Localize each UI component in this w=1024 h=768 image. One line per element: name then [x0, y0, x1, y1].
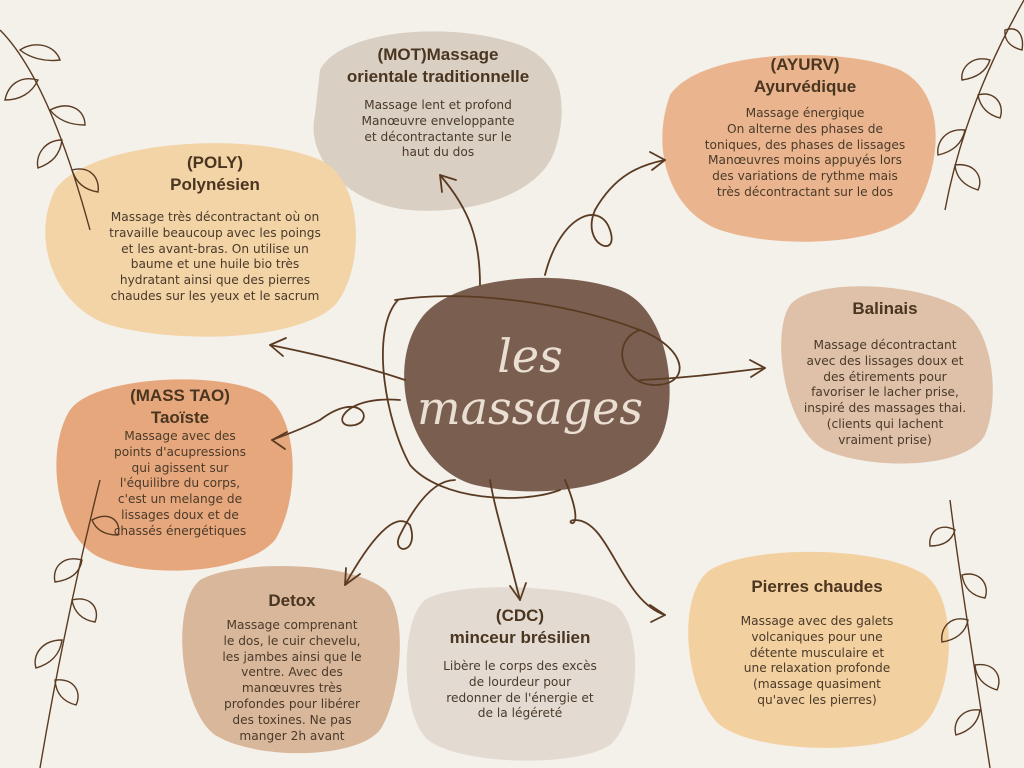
node-detox-desc-2: le dos, le cuir chevelu, — [223, 633, 361, 648]
node-cdc: (CDC) minceur brésilien Libère le corps … — [415, 605, 625, 722]
blob-poly — [45, 143, 356, 337]
node-pierres-desc-6: qu'avec les pierres) — [757, 692, 877, 707]
node-mot-desc-2: Manœuvre enveloppante — [361, 113, 515, 128]
node-cdc-title-line1: (CDC) — [495, 606, 545, 625]
node-ayurv-desc-6: très décontractant sur le dos — [716, 184, 894, 199]
node-tao: (MASS TAO) Taoïste Massage avec des poin… — [75, 385, 285, 540]
blob-mot — [313, 31, 562, 211]
node-detox-title: Detox — [268, 591, 316, 610]
blob-detox — [182, 566, 400, 754]
node-tao-desc-3: qui agissent sur — [131, 460, 229, 475]
node-balinais-desc-4: favoriser le lacher prise, — [811, 385, 959, 400]
node-cdc-desc-3: redonner de l'énergie et — [446, 690, 594, 705]
blob-cdc — [406, 587, 636, 761]
node-detox-desc-3: les jambes ainsi que le — [222, 649, 362, 664]
node-ayurv-desc-4: Manœuvres moins appuyés lors — [707, 153, 903, 168]
node-mot-title-line2: orientale traditionnelle — [346, 67, 530, 86]
node-detox-desc-4: ventre. Avec des — [241, 665, 343, 680]
node-pierres-title: Pierres chaudes — [751, 577, 883, 596]
node-ayurv-desc-3: toniques, des phases de lissages — [704, 137, 906, 152]
node-poly: (POLY) Polynésien Massage très décontrac… — [70, 152, 360, 305]
node-ayurv-desc-1: Massage énergique — [745, 106, 865, 120]
node-tao-title-line2: Taoïste — [150, 408, 210, 427]
center-title-line1: les — [497, 329, 563, 383]
node-balinais-desc-5: inspiré des massages thai. — [803, 401, 967, 416]
node-poly-title-line1: (POLY) — [186, 153, 244, 172]
center-blob — [404, 277, 670, 492]
node-balinais-desc-1: Massage décontractant — [813, 338, 957, 352]
node-poly-title-line2: Polynésien — [170, 175, 260, 194]
node-ayurv-title-line1: (AYURV) — [770, 55, 840, 74]
center-title: les massages — [410, 330, 650, 434]
node-mot-desc-3: et décontractante sur le — [364, 129, 512, 144]
center-title-line2: massages — [417, 381, 643, 435]
node-poly-desc-6: chaudes sur les yeux et le sacrum — [110, 288, 320, 303]
node-poly-desc-4: baume et une huile bio très — [130, 257, 300, 272]
node-ayurv-desc-2: On alterne des phases de — [727, 121, 883, 136]
node-ayurv-desc-5: des variations de rythme mais — [712, 169, 898, 184]
node-tao-desc-5: c'est un melange de — [117, 492, 243, 507]
node-tao-desc-7: chassés énergétiques — [113, 523, 247, 538]
node-balinais-desc-6: (clients qui lachent — [826, 416, 944, 431]
node-balinais-desc-7: vraiment prise) — [838, 432, 932, 447]
node-mot: (MOT)Massage orientale traditionnelle Ma… — [318, 44, 558, 161]
node-balinais: Balinais Massage décontractant avec des … — [785, 298, 985, 449]
node-poly-desc-1: Massage très décontractant où on — [110, 210, 320, 224]
node-poly-desc-5: hydratant ainsi que des pierres — [119, 273, 311, 288]
node-poly-desc-2: travaille beaucoup avec les poings — [109, 225, 321, 240]
node-balinais-desc-2: avec des lissages doux et — [806, 353, 964, 368]
node-tao-desc-4: l'équilibre du corps, — [119, 476, 241, 491]
node-mot-title-line1: (MOT)Massage — [377, 45, 499, 64]
node-detox: Detox Massage comprenant le dos, le cuir… — [192, 590, 392, 744]
node-cdc-desc-4: de la légéreté — [477, 706, 563, 721]
node-tao-title-line1: (MASS TAO) — [130, 386, 230, 405]
node-pierres-desc-5: (massage quasiment — [753, 677, 881, 692]
node-tao-desc-6: lissages doux et de — [121, 507, 239, 522]
blob-balinais — [781, 286, 993, 464]
connector-arrows — [269, 151, 766, 623]
blob-tao — [56, 379, 293, 571]
node-balinais-desc-3: des étirements pour — [823, 369, 947, 384]
node-detox-desc-7: des toxines. Ne pas — [232, 712, 352, 727]
node-ayurv: (AYURV) Ayurvédique Massage énergique On… — [680, 54, 930, 201]
node-detox-desc-8: manger 2h avant — [239, 728, 345, 743]
node-pierres-desc-2: volcaniques pour une — [751, 629, 883, 644]
node-ayurv-title-line2: Ayurvédique — [753, 77, 857, 96]
node-balinais-title: Balinais — [852, 299, 918, 318]
node-pierres-desc-1: Massage avec des galets — [740, 614, 894, 628]
node-cdc-desc-1: Libère le corps des excès — [443, 659, 597, 673]
node-detox-desc-6: profondes pour libérer — [224, 696, 360, 711]
node-detox-desc-5: manœuvres très — [241, 681, 343, 696]
node-poly-desc-3: et les avant-bras. On utilise un — [121, 241, 309, 256]
blob-ayurv — [662, 55, 936, 242]
node-pierres-desc-4: une relaxation profonde — [743, 661, 891, 676]
node-detox-desc-1: Massage comprenant — [226, 618, 358, 632]
node-mot-desc-1: Massage lent et profond — [364, 98, 512, 112]
node-cdc-desc-2: de lourdeur pour — [468, 674, 572, 689]
blob-pierres — [688, 551, 949, 748]
node-tao-desc-2: points d'acupressions — [114, 444, 246, 459]
node-mot-desc-4: haut du dos — [401, 145, 475, 160]
node-tao-desc-1: Massage avec des — [124, 429, 236, 443]
node-pierres-desc-3: détente musculaire et — [749, 645, 885, 660]
node-cdc-title-line2: minceur brésilien — [449, 628, 591, 647]
node-pierres: Pierres chaudes Massage avec des galets … — [707, 576, 927, 709]
